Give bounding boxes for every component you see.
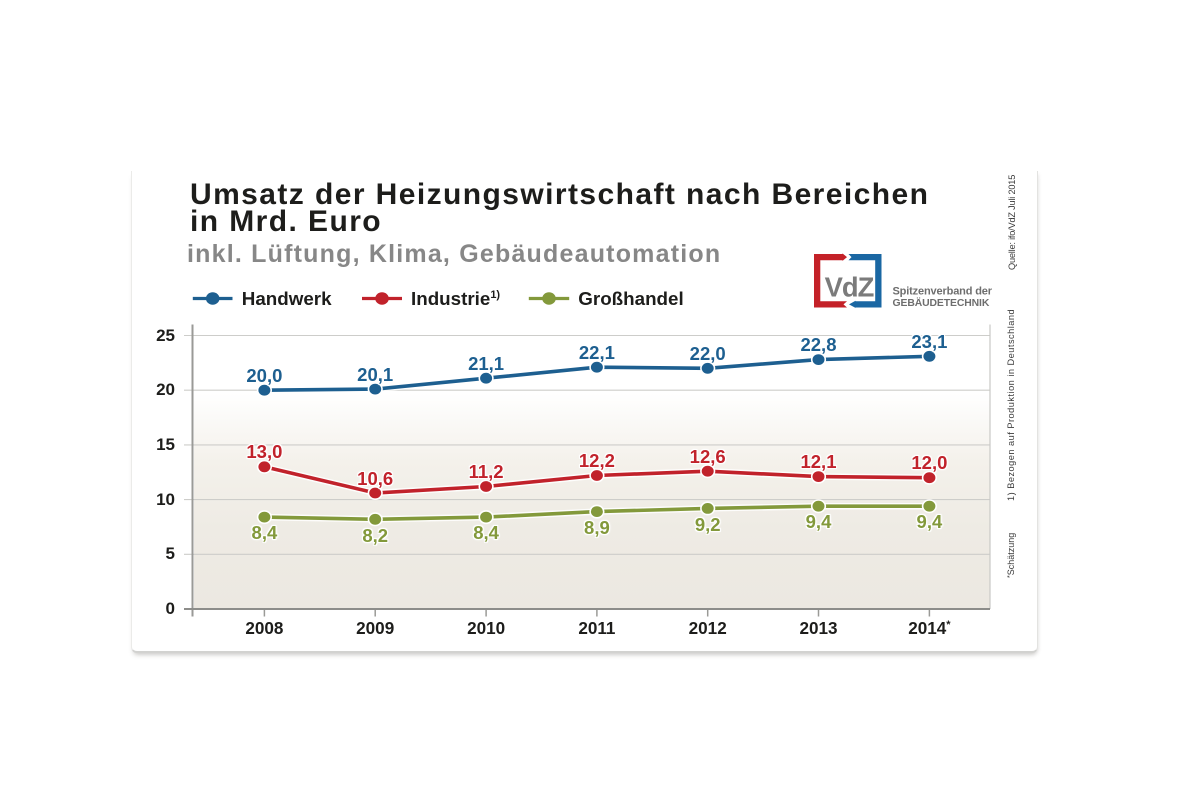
svg-text:VdZ: VdZ: [825, 272, 874, 303]
svg-text:GEBÄUDETECHNIK: GEBÄUDETECHNIK: [893, 296, 990, 309]
svg-text:Spitzenverband der: Spitzenverband der: [893, 286, 993, 298]
